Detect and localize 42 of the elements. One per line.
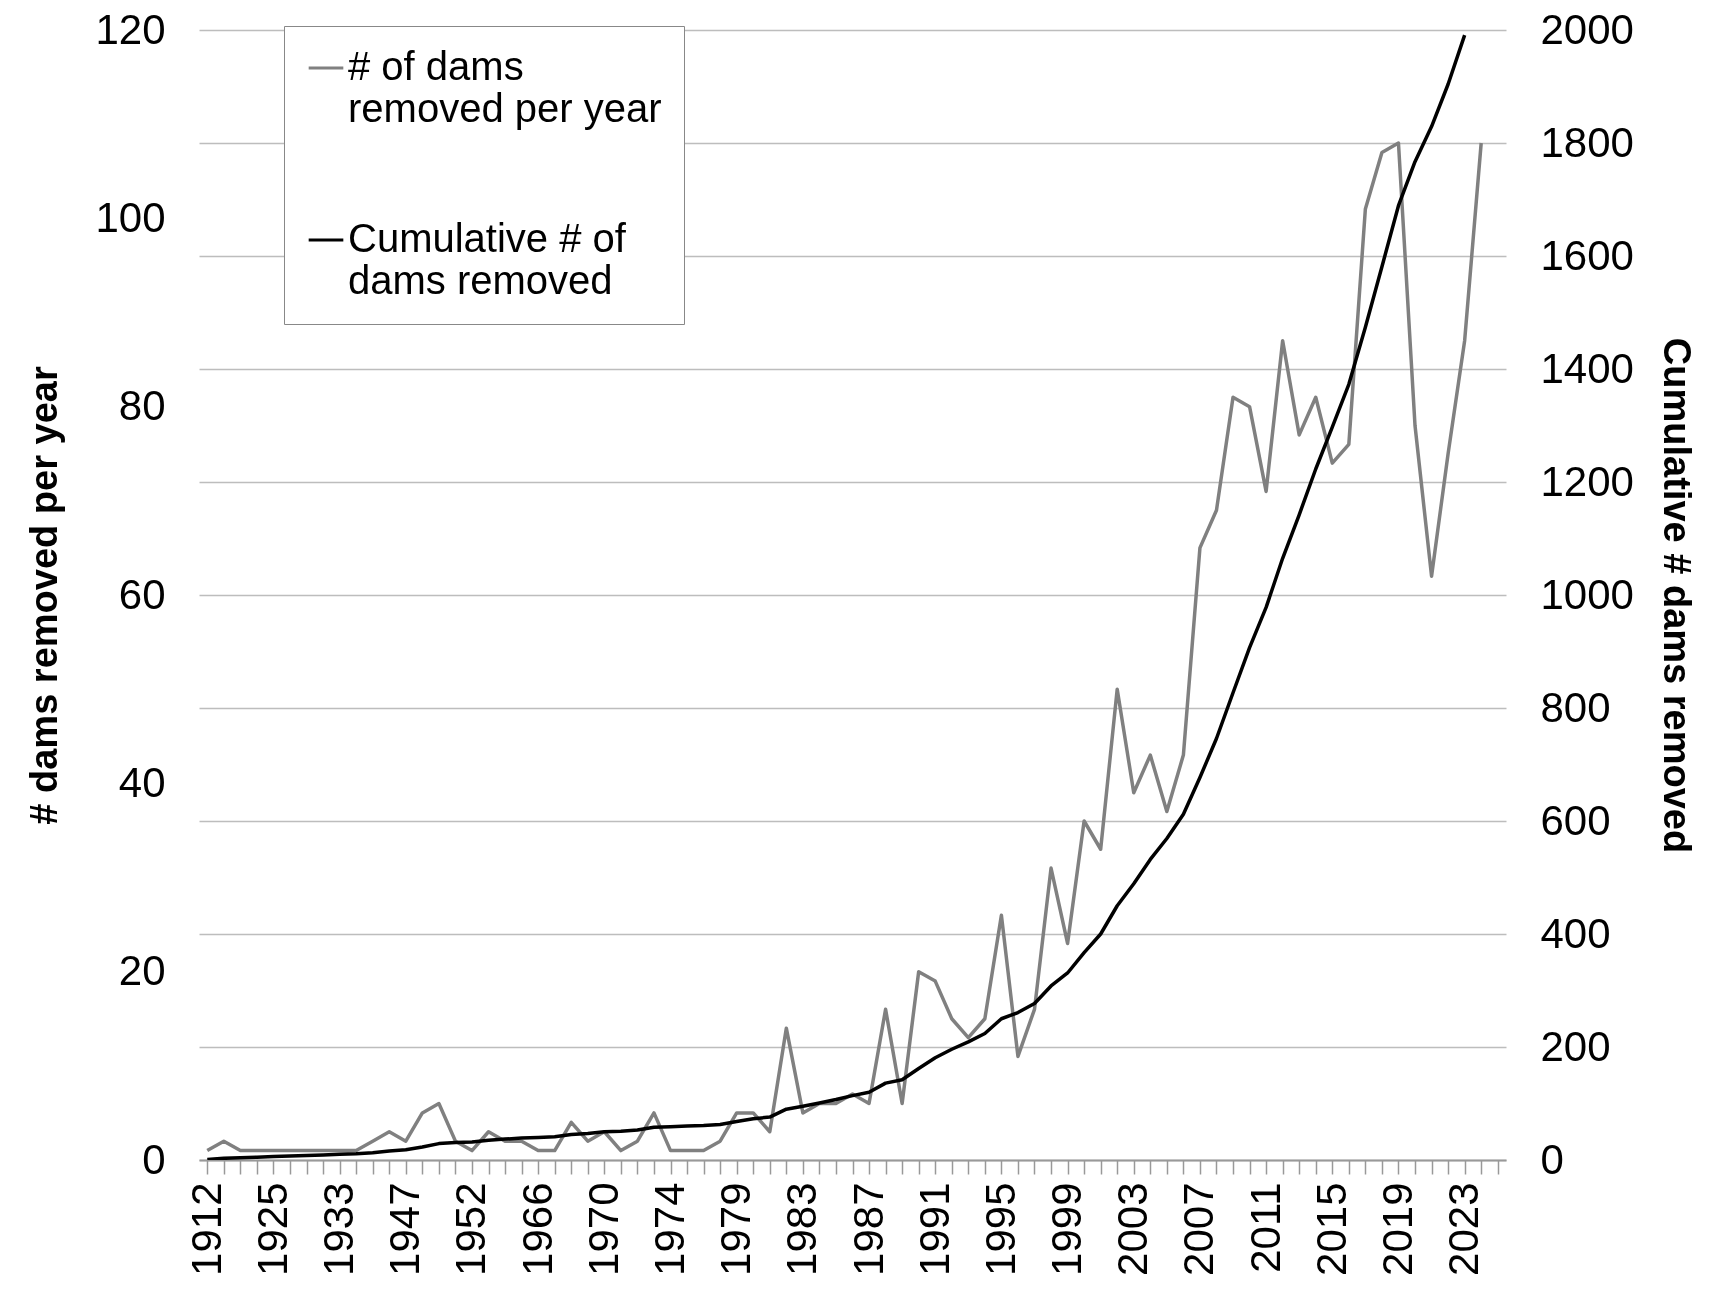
x-tick-label: 1991	[910, 1182, 958, 1276]
x-tick-label: 2003	[1109, 1182, 1157, 1276]
x-tick-label: 1966	[513, 1182, 561, 1276]
x-tick-label: 1987	[844, 1182, 892, 1276]
y2-tick-label: 1800	[1540, 118, 1634, 166]
y2-tick-label: 800	[1540, 683, 1611, 731]
x-tick-label: 1947	[381, 1182, 429, 1276]
x-tick-label: 2011	[1241, 1182, 1289, 1273]
y2-tick-label: 1400	[1540, 344, 1634, 392]
y-tick-label: 100	[95, 193, 166, 241]
x-tick-label: 1912	[182, 1182, 230, 1276]
y2-tick-label: 400	[1540, 909, 1611, 957]
legend-label: # of dams removed per year	[348, 44, 662, 130]
y-tick-label: 120	[95, 5, 166, 53]
y-tick-label: 20	[118, 947, 166, 995]
x-tick-label: 1933	[315, 1182, 363, 1276]
y2-tick-label: 600	[1540, 796, 1611, 844]
x-tick-label: 1970	[579, 1182, 627, 1276]
y2-tick-label: 1200	[1540, 457, 1634, 505]
y-axis-title: # dams removed per year	[23, 366, 66, 825]
y-tick-label: 40	[118, 758, 166, 806]
x-tick-label: 1999	[1043, 1182, 1091, 1276]
y2-tick-label: 2000	[1540, 5, 1634, 53]
x-tick-label: 1983	[778, 1182, 826, 1276]
y2-tick-label: 1000	[1540, 570, 1634, 618]
y-tick-label: 60	[118, 570, 166, 618]
y-tick-label: 80	[118, 382, 166, 430]
x-tick-label: 1925	[248, 1182, 296, 1276]
x-tick-label: 1979	[712, 1182, 760, 1276]
y2-tick-label: 0	[1540, 1135, 1564, 1183]
y2-tick-label: 1600	[1540, 231, 1634, 279]
y2-axis-title: Cumulative # dams removed	[1655, 337, 1698, 854]
x-tick-label: 1952	[447, 1182, 495, 1276]
x-tick-label: 2019	[1373, 1182, 1421, 1276]
x-tick-label: 2023	[1440, 1182, 1488, 1276]
legend-label: Cumulative # of dams removed	[348, 216, 627, 302]
x-tick-label: 1974	[646, 1182, 694, 1276]
y2-tick-label: 200	[1540, 1022, 1611, 1070]
x-tick-label: 2015	[1307, 1182, 1355, 1276]
x-tick-label: 2007	[1175, 1182, 1223, 1276]
x-tick-label: 1995	[976, 1182, 1024, 1276]
y-tick-label: 0	[142, 1135, 166, 1183]
